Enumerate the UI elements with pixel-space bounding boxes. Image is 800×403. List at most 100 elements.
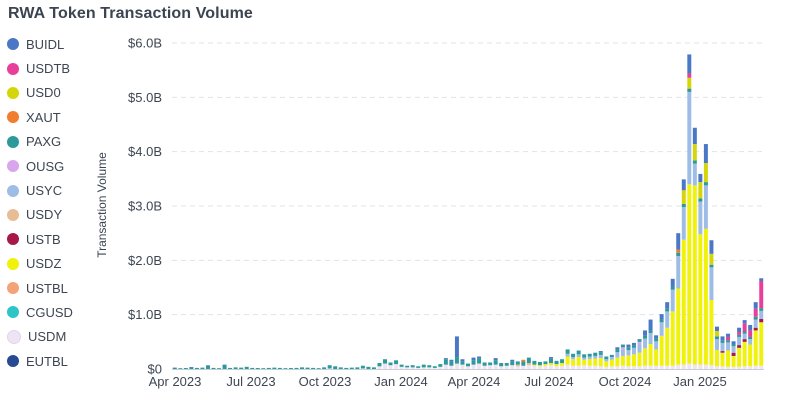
bar-segment-paxg <box>609 354 614 358</box>
bar-segment-usdz <box>748 344 753 367</box>
bar-segment-usyc <box>681 207 686 240</box>
bar-segment-usdtb <box>748 330 753 337</box>
bar-segment-ustb <box>720 351 725 353</box>
bar-segment-usdm <box>377 366 382 369</box>
bar-segment-paxg <box>692 160 697 164</box>
bar-segment-paxg <box>272 367 277 369</box>
legend-swatch-eutbl <box>7 355 19 368</box>
bar-segment-usd0 <box>681 190 686 204</box>
legend-item-paxg[interactable]: PAXG <box>7 130 97 154</box>
bar-segment-usyc <box>626 349 631 356</box>
bar-segment-usyc <box>709 267 714 300</box>
bar-segment-paxg <box>748 336 753 340</box>
bar-segment-paxg <box>726 340 731 343</box>
bar-segment-usdz <box>549 363 553 366</box>
legend-swatch-cgusd <box>7 306 19 319</box>
bar-segment-paxg <box>294 367 299 369</box>
bar-segment-paxg <box>488 362 493 366</box>
bar-segment-buidl <box>654 335 659 339</box>
bar-segment-paxg <box>360 365 365 369</box>
bar-segment-buidl <box>443 358 448 360</box>
bar-segment-usdm <box>410 367 415 369</box>
bar-segment-usdm <box>488 365 493 369</box>
bar-segment-paxg <box>665 308 670 312</box>
bar-segment-usyc <box>703 185 708 229</box>
bar-segment-paxg <box>371 367 376 369</box>
bar-segment-ustb <box>759 319 764 323</box>
legend-item-usdy[interactable]: USDY <box>7 203 97 227</box>
bar-segment-buidl <box>714 326 719 331</box>
bar-segment-usdm <box>543 365 548 369</box>
bar-segment-usyc <box>587 356 592 360</box>
bar-segment-paxg <box>200 367 205 369</box>
legend-swatch-xaut <box>7 111 19 124</box>
bar-segment-usdz <box>714 349 719 367</box>
bar-segment-buidl <box>703 144 708 164</box>
bar-segment-paxg <box>466 363 470 367</box>
y-tick-label: $1.0B <box>128 307 162 322</box>
bar-segment-usdm <box>360 368 365 370</box>
bar-segment-usyc <box>571 357 576 360</box>
bar-segment-paxg <box>449 361 454 366</box>
bar-segment-paxg <box>554 360 559 365</box>
bar-segment-usdz <box>615 357 620 367</box>
bar-segment-ustb <box>742 339 747 342</box>
bar-segment-usyc <box>731 346 736 353</box>
bar-segment-usdm <box>631 366 636 369</box>
bar-segment-usdz <box>560 363 565 366</box>
x-tick-label: Apr 2024 <box>448 374 501 389</box>
bar-segment-usdz <box>709 300 714 366</box>
legend-item-ousg[interactable]: OUSG <box>7 154 97 178</box>
bar-segment-paxg <box>266 367 271 369</box>
bar-segment-usdz <box>726 350 731 367</box>
bar-segment-usdz <box>565 356 570 365</box>
bar-segment-usyc <box>643 338 648 349</box>
bar-segment-usdz <box>737 347 742 367</box>
bar-segment-usdtb <box>759 280 764 309</box>
bar-segment-usyc <box>609 357 614 360</box>
bar-segment-buidl <box>676 233 681 250</box>
legend-swatch-ustbl <box>7 282 19 295</box>
legend-item-usd0[interactable]: USD0 <box>7 81 97 105</box>
bar-segment-paxg <box>604 356 609 360</box>
legend-item-ustbl[interactable]: USTBL <box>7 276 97 300</box>
y-tick-label: $5.0B <box>128 90 162 105</box>
y-tick-label: $4.0B <box>128 144 162 159</box>
legend-swatch-usdm <box>7 329 21 344</box>
bar-segment-paxg <box>211 367 216 369</box>
bar-segment-usyc <box>753 319 758 328</box>
bar-segment-usdm <box>604 366 609 369</box>
bar-segment-usdz <box>703 228 708 365</box>
bar-segment-usdm <box>537 366 542 369</box>
bar-segment-usyc <box>737 336 742 346</box>
legend-item-usdtb[interactable]: USDTB <box>7 56 97 80</box>
legend-item-cgusd[interactable]: CGUSD <box>7 300 97 324</box>
bar-segment-usdm <box>648 365 653 369</box>
legend-item-usyc[interactable]: USYC <box>7 178 97 202</box>
legend-item-xaut[interactable]: XAUT <box>7 105 97 129</box>
bar-segment-usyc <box>659 322 664 336</box>
legend-label: OUSG <box>26 158 65 174</box>
x-tick-label: Jul 2023 <box>226 374 275 389</box>
bar-segment-usyc <box>748 339 753 345</box>
bar-segment-usd0 <box>698 182 703 199</box>
bar-segment-paxg <box>416 366 421 368</box>
bar-segment-paxg <box>189 367 194 369</box>
bar-segment-paxg <box>410 365 415 368</box>
legend-item-eutbl[interactable]: EUTBL <box>7 349 97 373</box>
legend-item-ustb[interactable]: USTB <box>7 227 97 251</box>
bar-segment-paxg <box>526 357 531 364</box>
bar-segment-usdz <box>576 357 581 366</box>
legend-item-usdm[interactable]: USDM <box>7 325 97 349</box>
legend-item-buidl[interactable]: BUIDL <box>7 32 97 56</box>
bar-segment-usdz <box>571 359 576 366</box>
legend-label: USTB <box>26 231 61 247</box>
bar-segment-usyc <box>598 354 603 359</box>
bar-segment-usdm <box>454 363 459 369</box>
legend-item-usdz[interactable]: USDZ <box>7 252 97 276</box>
bar-segment-usdm <box>598 366 603 369</box>
legend-label: USDY <box>26 207 63 223</box>
legend-label: USDZ <box>26 256 62 272</box>
bar-segment-usdm <box>620 365 625 369</box>
